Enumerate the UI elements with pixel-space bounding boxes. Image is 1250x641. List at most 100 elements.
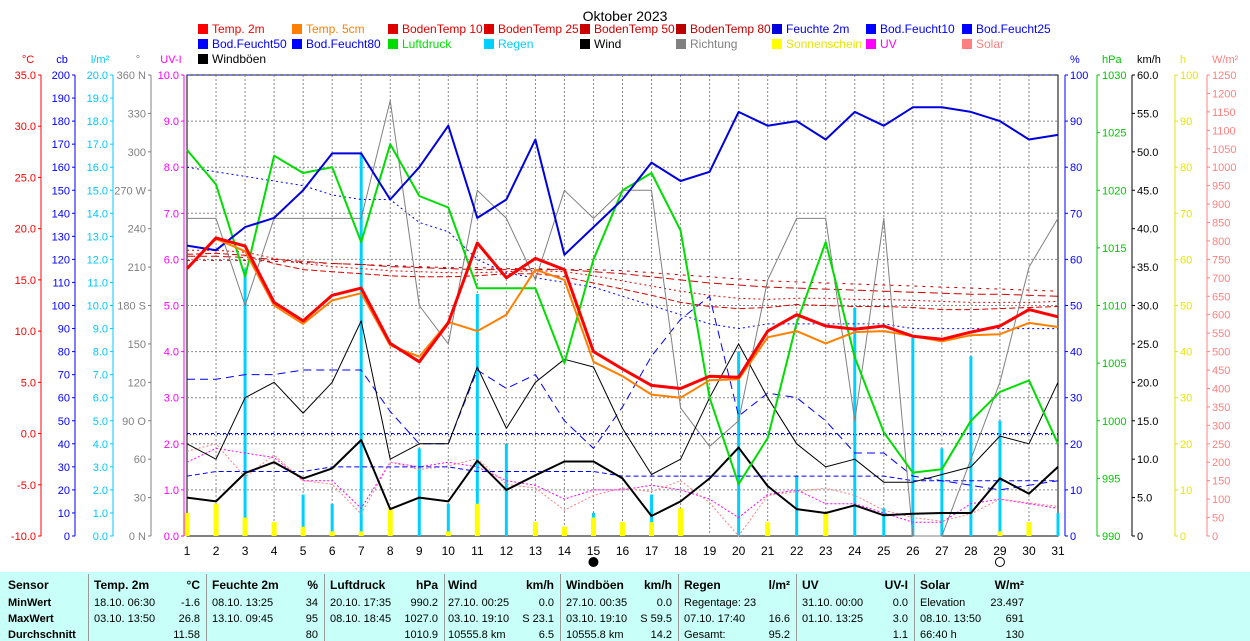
chart-axes: °C -10.0 -5.0 0.0 5.0 10.0 15.0 20.0 25.0 30.0 35.… [11,54,1239,543]
axis-tick-label: 0 [1180,531,1186,543]
rain-bar [737,351,741,536]
stats-col-gust: Windböen km/h 27.10. 00:35 0.0 03.10. 19… [562,572,676,641]
uv-min-time: 31.10. 00:00 [802,597,864,609]
axis-title: hPa [1102,54,1122,66]
wind-unit: km/h [525,578,554,592]
uv-max-time: 01.10. 13:25 [802,613,864,625]
axis-tick-label: 1200 [1212,88,1236,100]
wind-distance: 10555.8 km [448,629,506,641]
axis-tick-label: 0 N [129,531,146,543]
axis-tick-label: 11.0 [87,277,108,289]
axis-tick-label: 10 [1070,485,1082,497]
axis-tick-label: 110 [52,277,70,289]
series-luftdruck [186,143,1059,486]
axis-tick-label: 3.0 [164,393,179,405]
temp-min-val: -1.6 [181,597,200,609]
x-tick-label: 30 [1022,544,1036,558]
legend-swatch [198,39,208,49]
sunshine-bar [561,526,567,536]
axis-tick-label: 6.0 [93,393,108,405]
axis-tick-label: 10 [58,508,70,520]
axis-tick-label: 180 S [117,301,146,313]
moon-markers [588,557,1005,567]
axis-tick-label: 15.0 [15,275,36,287]
axis-tick-label: 12.0 [87,254,108,266]
sunshine-bar [445,531,451,536]
axis-tick-label: 995 [1102,473,1120,485]
axis-tick-label: -5.0 [17,480,36,492]
axis-title: % [1070,54,1080,66]
legend-label: Bod.Feucht25 [976,22,1051,36]
stats-divider [560,574,561,641]
legend-swatch [772,39,782,49]
x-tick-label: 13 [529,544,543,558]
axis-tick-label: 1050 [1212,144,1236,156]
axis-tick-label: 60 [1070,254,1082,266]
axis-tick-label: 20.0 [87,70,108,82]
axis-tick-label: 330 [128,108,146,120]
uv-header: UV [802,578,819,592]
axis-tick-label: 250 [1212,439,1230,451]
stats-col-temp: Temp. 2m °C 18.10. 06:30 -1.6 03.10. 13:… [90,572,204,641]
sunshine-bar [1026,522,1032,536]
legend-swatch [676,39,686,49]
axis-tick-label: 4.0 [164,347,179,359]
axis-tick-label: 25.0 [15,172,36,184]
sunshine-bar [184,512,190,536]
axis-title: h [1180,54,1186,66]
axis-tick-label: 190 [52,93,70,105]
gust-avg: 14.2 [650,629,672,641]
legend-label: Temp. 2m [212,22,265,36]
temp-max-val: 26.8 [178,613,200,625]
stats-divider [324,574,325,641]
axis-tick-label: 20 [58,485,70,497]
axis-tick-label: 270 W [114,185,146,197]
axis-tick-label: 70 [58,370,70,382]
temp-unit: °C [186,578,200,592]
rain-bar [795,476,799,536]
axis-tick-label: 1010 [1102,301,1126,313]
axis-tick-label: 1025 [1102,128,1126,140]
legend-swatch [580,39,590,49]
x-tick-label: 20 [732,544,746,558]
sunshine-bar [620,522,625,536]
sunshine-bar [649,522,655,536]
axis-tick-label: 4.0 [93,439,108,451]
axis-tick-label: 70 [1070,208,1082,220]
chart-legend: Temp. 2m Temp. 5cm BodenTemp 10 BodenTemp 2… [198,22,1051,66]
axis-tick-label: 50 [58,416,70,428]
uv-max-val: 3.0 [892,613,908,625]
sunshine-bar [532,522,538,536]
x-tick-label: 19 [703,544,717,558]
solar-header: Solar [920,578,951,592]
series-windb-en [186,320,1059,483]
legend-swatch [772,24,782,34]
axis-tick-label: 50 [1180,301,1192,313]
rain-bar [853,307,857,536]
axis-tick-label: 40 [1070,347,1082,359]
axis-tick-label: 100 [52,301,70,313]
axis-tick-label: 20 [1180,439,1192,451]
x-tick-label: 15 [587,544,601,558]
stats-divider [796,574,797,641]
axis-tick-label: 900 [1212,199,1230,211]
hum-avg: 80 [305,629,318,641]
row-label-min: MinWert [8,597,52,609]
axis-tick-label: 30.0 [15,121,36,133]
axis-tick-label: 45.0 [1137,185,1158,197]
x-tick-label: 22 [790,544,804,558]
axis-tick-label: 10.0 [158,70,179,82]
axis-tick-label: 60 [1180,254,1192,266]
axis-tick-label: 200 [52,70,70,82]
sunshine-bar [358,531,364,536]
x-axis: 1 2 3 4 5 6 7 8 9 10 11 12 13 14 15 16 17 18 19 20 21 22 23 24 2… [184,544,1065,558]
axis-tick-label: 17.0 [87,139,108,151]
axis-tick-label: 60 [134,454,146,466]
sunshine-bar [997,531,1003,536]
x-tick-label: 26 [906,544,920,558]
rain-max-time: 07.10. 17:40 [684,613,746,625]
legend-label: Richtung [690,37,737,51]
wind-avg: 6.5 [538,629,554,641]
weather-chart: Oktober 2023 Temp. 2m Temp. 5cm BodenTemp … [10,8,1239,567]
series-wind [186,439,1059,517]
